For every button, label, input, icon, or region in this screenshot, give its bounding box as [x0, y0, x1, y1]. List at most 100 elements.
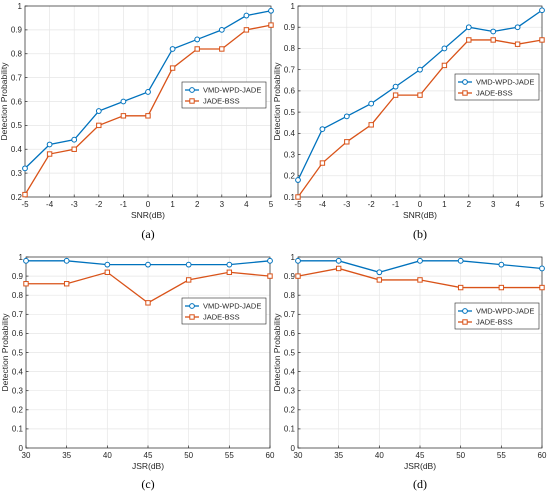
data-point-vmd-wpd-jade	[226, 261, 233, 268]
panel-caption: (a)	[141, 227, 154, 241]
chart-panel-b: -5 -4 -3 -2 -1 0 1 2 3 4 5 0.1 0.2 0.3 0.4 0.5 0.6 0.7 0.8…	[272, 2, 545, 241]
y-axis-label: Detection Probability	[272, 62, 282, 141]
y-tick-label: 0	[19, 444, 24, 453]
y-tick-label: 0.3	[11, 169, 23, 178]
y-tick-label: 0.9	[284, 23, 296, 32]
data-point-vmd-wpd-jade	[120, 98, 127, 105]
panel-caption: (c)	[141, 477, 154, 491]
y-tick-label: 0.2	[12, 406, 24, 415]
x-tick-label: 2	[467, 200, 472, 209]
data-point-vmd-wpd-jade	[295, 177, 301, 183]
data-point-jade-bss	[145, 300, 151, 306]
y-tick-label: 0.7	[284, 310, 296, 319]
x-tick-label: 55	[225, 451, 234, 460]
legend-label-jade-bss: JADE-BSS	[476, 89, 513, 98]
panel-caption: (b)	[413, 227, 427, 241]
data-point-jade-bss	[267, 273, 273, 279]
data-point-jade-bss	[490, 37, 496, 43]
data-point-vmd-wpd-jade	[392, 83, 399, 90]
y-tick-label: 0.1	[284, 193, 296, 202]
y-tick-label: 0.5	[11, 121, 23, 130]
x-tick-label: -5	[21, 200, 29, 209]
data-point-jade-bss	[23, 281, 29, 287]
data-point-vmd-wpd-jade	[376, 269, 383, 276]
y-tick-label: 0.6	[12, 329, 24, 338]
y-tick-label: 0.5	[284, 108, 296, 117]
y-tick-label: 0.8	[11, 50, 23, 59]
y-tick-label: 0.2	[284, 406, 296, 415]
y-axis-label: Detection Probability	[0, 62, 9, 141]
data-point-vmd-wpd-jade	[539, 265, 545, 272]
y-tick-label: 0.5	[12, 348, 24, 357]
data-point-vmd-wpd-jade	[441, 45, 448, 52]
data-point-vmd-wpd-jade	[295, 257, 301, 264]
chart-panel-d: 30 35 40 45 50 55 60 0 0.1 0.2 0.3 0.4 0.5 0.6 0.7 0.8 0…	[272, 253, 547, 491]
x-tick-label: 45	[144, 451, 153, 460]
x-tick-label: -1	[392, 200, 400, 209]
data-point-vmd-wpd-jade	[417, 257, 423, 264]
x-axis-label: SNR(dB)	[403, 210, 437, 220]
legend-label-jade-bss: JADE-BSS	[203, 313, 240, 322]
data-point-vmd-wpd-jade	[417, 66, 423, 73]
legend-label-vmd-wpd-jade: VMD-WPD-JADE	[203, 86, 261, 95]
x-tick-label: 45	[416, 451, 425, 460]
x-tick-label: -4	[319, 200, 327, 209]
legend-box	[454, 302, 540, 330]
x-tick-label: 5	[540, 200, 545, 209]
y-tick-label: 0.2	[284, 172, 296, 181]
data-point-jade-bss	[539, 284, 545, 291]
data-point-vmd-wpd-jade	[465, 24, 472, 31]
legend-marker-vmd-wpd-jade	[462, 308, 468, 314]
x-tick-label: 30	[294, 451, 303, 460]
data-point-jade-bss	[169, 65, 176, 71]
y-tick-label: 0.7	[12, 310, 24, 319]
x-tick-label: 5	[269, 200, 274, 209]
x-tick-label: -2	[368, 200, 376, 209]
y-tick-label: 0.4	[284, 367, 296, 376]
x-tick-label: 35	[334, 451, 343, 460]
x-tick-label: 60	[538, 451, 547, 460]
y-axis-label: Detection Probability	[0, 313, 10, 392]
data-point-jade-bss	[243, 27, 250, 33]
data-point-jade-bss	[457, 284, 464, 291]
data-point-jade-bss	[335, 265, 342, 272]
legend-marker-vmd-wpd-jade	[462, 79, 468, 85]
x-axis-label: JSR(dB)	[132, 461, 164, 471]
data-point-jade-bss	[319, 160, 326, 166]
data-point-vmd-wpd-jade	[63, 257, 70, 264]
y-tick-label: 0.4	[284, 129, 296, 138]
x-tick-label: 40	[375, 451, 384, 460]
x-tick-label: 60	[266, 451, 275, 460]
data-point-jade-bss	[46, 151, 53, 157]
data-point-vmd-wpd-jade	[457, 257, 464, 264]
y-tick-label: 0.5	[284, 348, 296, 357]
data-point-jade-bss	[417, 277, 423, 283]
y-tick-label: 0.3	[12, 387, 24, 396]
x-axis-label: SNR(dB)	[131, 210, 165, 220]
data-point-jade-bss	[96, 122, 102, 129]
y-tick-label: 0.6	[284, 329, 296, 338]
data-point-vmd-wpd-jade	[194, 36, 201, 43]
data-point-jade-bss	[63, 281, 70, 287]
data-point-jade-bss	[344, 139, 350, 145]
y-tick-label: 0.2	[11, 193, 23, 202]
legend-marker-jade-bss	[462, 319, 468, 325]
y-tick-label: 0.1	[12, 425, 24, 434]
x-tick-label: -3	[343, 200, 351, 209]
data-point-vmd-wpd-jade	[71, 136, 78, 143]
data-point-jade-bss	[226, 269, 233, 275]
legend-box	[454, 73, 540, 101]
legend-label-jade-bss: JADE-BSS	[203, 97, 240, 106]
data-point-vmd-wpd-jade	[267, 257, 273, 264]
x-tick-label: 35	[62, 451, 71, 460]
data-point-vmd-wpd-jade	[343, 113, 350, 120]
legend-marker-vmd-wpd-jade	[189, 87, 195, 93]
x-tick-label: 0	[146, 200, 151, 209]
data-point-vmd-wpd-jade	[104, 261, 111, 268]
data-point-jade-bss	[417, 92, 423, 98]
x-tick-label: 4	[244, 200, 249, 209]
legend-marker-jade-bss	[189, 98, 195, 104]
y-tick-label: 0.4	[11, 145, 23, 154]
y-tick-label: 0.6	[11, 97, 23, 106]
